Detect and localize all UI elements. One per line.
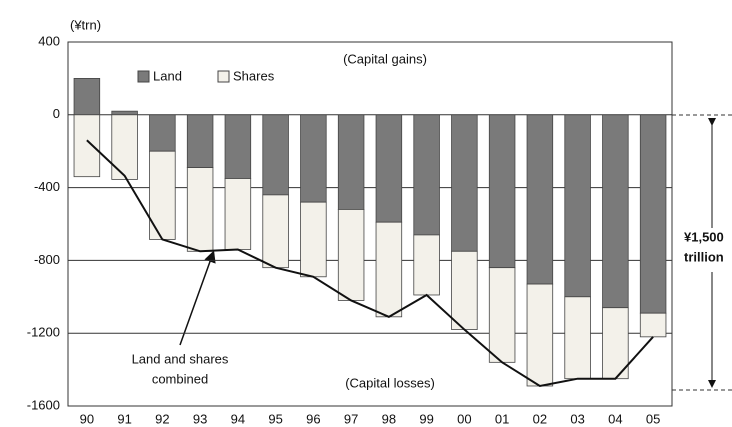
y-tick-label: -1200 — [27, 325, 60, 340]
bar-segment — [149, 114, 176, 152]
bar-segment — [639, 114, 667, 314]
bar-segment — [262, 114, 289, 196]
bar-segment — [300, 114, 327, 203]
x-tick-label: 00 — [457, 411, 471, 426]
y-tick-label: 400 — [38, 33, 60, 48]
x-tick-label: 98 — [382, 411, 396, 426]
bar-segment — [375, 114, 403, 223]
x-tick-label: 02 — [533, 411, 547, 426]
bar-segment — [639, 312, 667, 338]
x-tick-label: 04 — [608, 411, 622, 426]
annotation: ¥1,500 — [684, 229, 724, 244]
bar-segment — [488, 267, 516, 363]
x-tick-label: 95 — [268, 411, 282, 426]
bar-segment — [564, 296, 591, 380]
bar-segment — [73, 114, 101, 178]
annotation: Land and shares — [132, 351, 229, 366]
x-tick-label: 91 — [117, 411, 131, 426]
bar-segment — [602, 114, 629, 309]
plot-frame — [67, 41, 673, 407]
legend-swatch — [217, 70, 230, 83]
bar-segment — [526, 283, 554, 387]
y-tick-label: -800 — [34, 252, 60, 267]
bar-segment — [375, 221, 403, 318]
bar-segment — [186, 167, 214, 252]
bar-segment — [413, 234, 440, 296]
unit-label: (¥trn) — [70, 17, 101, 32]
x-tick-label: 90 — [80, 411, 94, 426]
x-tick-label: 96 — [306, 411, 320, 426]
bar-segment — [451, 250, 478, 330]
annotation: (Capital gains) — [343, 51, 427, 66]
y-tick-label: -1600 — [27, 397, 60, 412]
x-tick-label: 99 — [419, 411, 433, 426]
bar-segment — [602, 307, 629, 380]
x-tick-label: 01 — [495, 411, 509, 426]
bar-segment — [224, 178, 252, 250]
bar-segment — [564, 114, 591, 298]
x-tick-label: 97 — [344, 411, 358, 426]
x-tick-label: 92 — [155, 411, 169, 426]
bar-segment — [526, 114, 554, 285]
y-tick-label: 0 — [53, 106, 60, 121]
x-tick-label: 03 — [570, 411, 584, 426]
bar-segment — [111, 110, 138, 116]
bar-segment — [488, 114, 516, 269]
legend-label: Land — [153, 68, 182, 83]
annotation: combined — [152, 371, 208, 386]
annotation: (Capital losses) — [345, 375, 435, 390]
bar-segment — [262, 194, 289, 269]
pointer-arrow — [179, 250, 216, 346]
legend-swatch — [137, 70, 150, 83]
annotation: trillion — [684, 249, 724, 264]
bar-segment — [413, 114, 440, 236]
x-tick-label: 05 — [646, 411, 660, 426]
x-tick-label: 94 — [231, 411, 245, 426]
bar-segment — [224, 114, 252, 179]
y-tick-label: -400 — [34, 179, 60, 194]
bar-segment — [337, 209, 365, 301]
bar-segment — [300, 201, 327, 278]
bar-segment — [186, 114, 214, 168]
bar-segment — [337, 114, 365, 210]
legend-label: Shares — [233, 68, 275, 83]
bar-segment — [73, 78, 101, 116]
x-tick-label: 93 — [193, 411, 207, 426]
bar-segment — [451, 114, 478, 252]
bar-segment — [111, 114, 138, 180]
combined-line — [86, 139, 654, 388]
